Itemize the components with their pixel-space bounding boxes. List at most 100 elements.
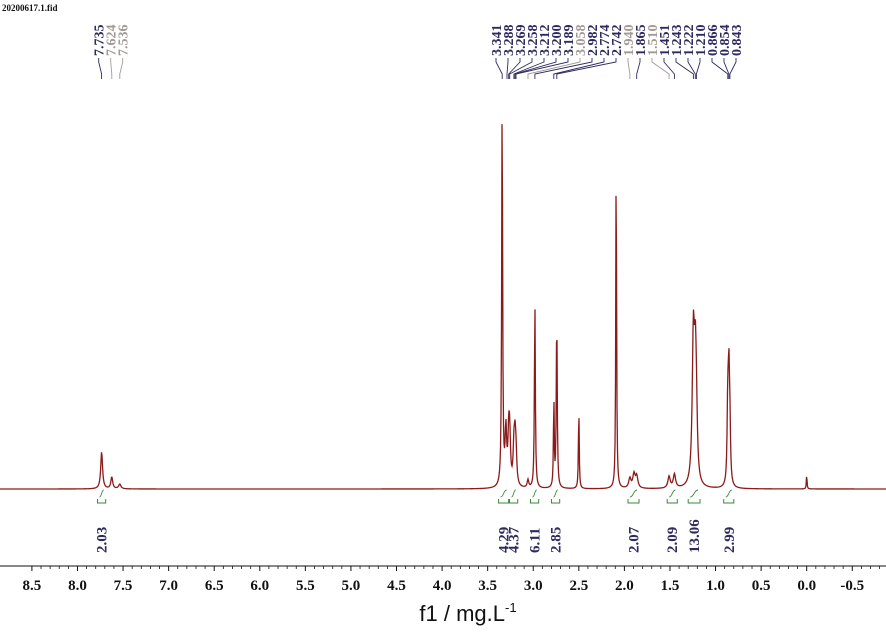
integral-bracket — [97, 499, 107, 504]
integral-value: 2.07 — [627, 526, 643, 553]
x-tick-label: 2.5 — [569, 578, 588, 594]
integral-curve — [99, 489, 104, 498]
x-axis-title-text: f1 / mg.L — [419, 601, 505, 626]
x-tick-label: 8.0 — [68, 578, 87, 594]
peak-label-connector — [723, 58, 730, 79]
integral-curve — [725, 489, 732, 498]
peak-label-connector — [556, 58, 617, 79]
peak-label-connector — [553, 58, 605, 79]
peak-label-connector — [110, 58, 113, 79]
peak-label: 3.341 — [490, 25, 505, 57]
integral-curve — [669, 489, 676, 498]
x-tick-label: 1.5 — [661, 578, 680, 594]
x-axis: 8.5 8.0 7.5 7.0 6.5 6.0 5.5 5.0 4.5 4.0 3.5 3.0 2.5 2… — [0, 565, 886, 594]
peak-label-connector — [513, 58, 545, 79]
peak-label-connector — [98, 58, 103, 79]
integral-bracket — [666, 499, 678, 504]
integral-curve — [511, 489, 516, 498]
peak-label: 1.940 — [622, 25, 637, 57]
integral-curve — [629, 489, 638, 498]
x-tick-label: 0.0 — [797, 578, 816, 594]
integral-value: 2.09 — [665, 527, 681, 553]
peak-label: 3.200 — [550, 25, 565, 57]
peak-label-connector — [119, 58, 124, 79]
peak-label-connector — [527, 58, 581, 79]
spectrum — [0, 124, 886, 490]
integral-curve — [553, 489, 558, 498]
x-tick-label: -0.5 — [840, 578, 864, 594]
integral-value: 2.99 — [722, 527, 738, 553]
peak-label-connector — [534, 58, 593, 79]
peak-label: 0.843 — [730, 25, 745, 57]
peak-label: 2.742 — [610, 25, 625, 57]
peak-label-connector — [711, 58, 729, 79]
integral-bracket — [627, 499, 640, 504]
peak-label: 1.510 — [646, 25, 661, 57]
peak-label-connector — [663, 58, 675, 79]
peak-label: 1.210 — [694, 25, 709, 57]
peak-label-connector — [495, 58, 503, 79]
spectrum-line — [0, 124, 886, 490]
x-tick-label: 3.0 — [524, 578, 543, 594]
x-tick-label: 4.0 — [433, 578, 452, 594]
integrals: 2.03 4.294.37 6.11 2.85 2.07 2.09 13.06 2.99 — [95, 489, 738, 553]
peak-label-connector — [687, 58, 696, 79]
integral-value: 2.85 — [549, 527, 565, 553]
peak-label-connector — [675, 58, 694, 79]
peak-label-connector — [515, 58, 569, 79]
peak-label-connector — [627, 58, 631, 79]
peak-label: 3.189 — [562, 25, 577, 57]
peak-label: 2.982 — [586, 25, 601, 57]
integral-bracket — [551, 499, 561, 504]
integral-curve — [500, 489, 507, 498]
peak-label: 3.258 — [526, 25, 541, 57]
integral-value: 4.37 — [507, 526, 523, 553]
x-tick-label: 2.0 — [615, 578, 634, 594]
peak-label: 1.865 — [634, 25, 649, 57]
x-tick-label: 7.5 — [114, 578, 133, 594]
integral-value: 6.11 — [528, 528, 544, 553]
peak-label: 3.212 — [538, 25, 553, 57]
peak-label-connector — [636, 58, 641, 79]
peak-label-connector — [729, 58, 737, 79]
integral-curve — [690, 489, 699, 498]
integral-bracket — [498, 499, 510, 504]
x-tick-label: 7.0 — [159, 578, 178, 594]
x-tick-label: 0.5 — [752, 578, 771, 594]
peak-label: 0.866 — [706, 25, 721, 57]
integral-bracket — [687, 499, 701, 504]
x-axis-title-superscript: -1 — [505, 600, 517, 615]
peak-label: 3.058 — [574, 25, 589, 57]
x-tick-label: 8.5 — [23, 578, 42, 594]
peak-label: 3.269 — [514, 25, 529, 57]
x-tick-label: 5.0 — [342, 578, 361, 594]
integral-bracket — [723, 499, 735, 504]
peak-label-connector — [695, 58, 701, 79]
peak-label-connector — [506, 58, 509, 79]
integral-value: 13.06 — [687, 519, 703, 553]
peak-label: 2.774 — [598, 25, 613, 57]
peak-label: 0.854 — [718, 25, 733, 57]
peak-label-connector — [508, 58, 521, 79]
x-axis-title: f1 / mg.L-1 — [419, 600, 516, 626]
integral-value: 4.29 — [497, 527, 513, 553]
peak-label: 3.288 — [502, 25, 517, 57]
peak-label: 1.243 — [670, 25, 685, 57]
file-name-label: 20200617.1.fid — [2, 3, 58, 13]
peak-label: 7.735 — [93, 25, 108, 57]
x-tick-label: 6.0 — [250, 578, 269, 594]
x-tick-label: 3.5 — [478, 578, 497, 594]
peak-label: 7.624 — [105, 25, 120, 57]
integral-bracket — [530, 499, 540, 504]
peak-label-connector — [514, 58, 557, 79]
peak-label-connector — [509, 58, 533, 79]
x-tick-label: 6.5 — [205, 578, 224, 594]
peak-label: 7.536 — [117, 25, 132, 57]
peak-label-connector — [651, 58, 670, 79]
integral-value: 2.03 — [95, 527, 111, 553]
x-tick-label: 4.5 — [387, 578, 406, 594]
x-tick-label: 1.0 — [706, 578, 725, 594]
integral-curve — [532, 489, 537, 498]
